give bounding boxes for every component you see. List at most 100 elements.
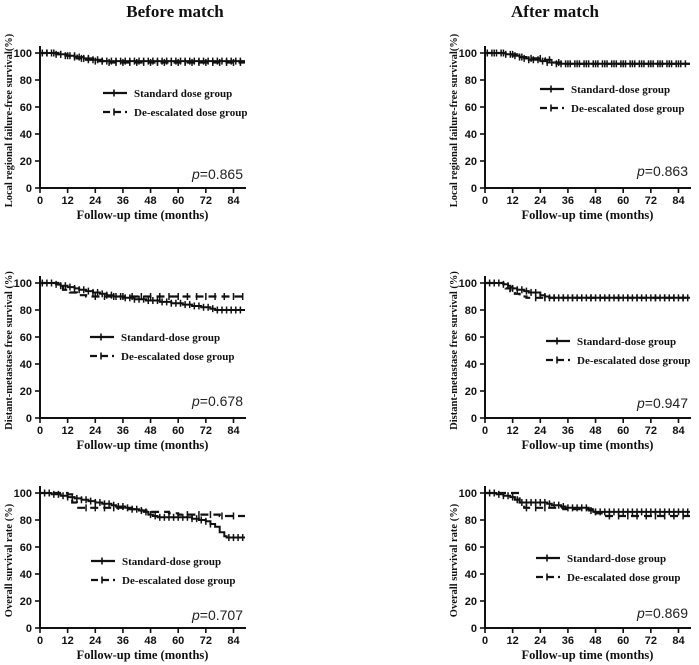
x-tick-label: 0 bbox=[482, 425, 488, 437]
y-tick-label: 100 bbox=[459, 48, 477, 60]
y-tick-label: 40 bbox=[465, 569, 477, 581]
x-axis-label: Follow-up time (months) bbox=[77, 208, 209, 222]
series-solid bbox=[40, 489, 245, 542]
y-tick-label: 80 bbox=[20, 75, 32, 87]
axes: 0 12 24 36 48 60 72 84 0 20 40 60 80 100 bbox=[459, 486, 691, 647]
y-tick-label: 20 bbox=[20, 386, 32, 398]
y-tick-label: 60 bbox=[465, 102, 477, 114]
y-tick-label: 100 bbox=[14, 48, 32, 60]
x-tick-label: 36 bbox=[117, 425, 129, 437]
x-tick-label: 84 bbox=[227, 425, 240, 437]
y-tick-label: 0 bbox=[26, 413, 32, 425]
y-tick-label: 40 bbox=[465, 359, 477, 371]
column-title-before-match: Before match bbox=[126, 2, 224, 21]
x-tick-label: 0 bbox=[37, 425, 43, 437]
x-tick-label: 36 bbox=[117, 635, 129, 647]
x-tick-label: 72 bbox=[645, 635, 657, 647]
y-tick-label: 0 bbox=[26, 623, 32, 635]
survival-curve bbox=[485, 281, 690, 299]
x-tick-label: 84 bbox=[227, 635, 240, 647]
axes: 0 12 24 36 48 60 72 84 0 20 40 60 80 100 bbox=[14, 46, 246, 207]
x-axis-label: Follow-up time (months) bbox=[522, 208, 654, 222]
axes: 0 12 24 36 48 60 72 84 0 20 40 60 80 100 bbox=[14, 276, 246, 437]
x-tick-label: 12 bbox=[507, 195, 519, 207]
series-dashed bbox=[40, 49, 245, 66]
y-tick-label: 80 bbox=[20, 305, 32, 317]
y-tick-label: 0 bbox=[471, 623, 477, 635]
p-value: p=0.707 bbox=[191, 607, 243, 623]
y-tick-label: 100 bbox=[14, 488, 32, 500]
x-tick-label: 36 bbox=[562, 195, 574, 207]
legend-label: De-escalated dose group bbox=[121, 351, 234, 363]
series-solid bbox=[40, 279, 245, 314]
x-tick-label: 72 bbox=[200, 195, 212, 207]
y-tick-label: 80 bbox=[465, 515, 477, 527]
y-tick-label: 20 bbox=[20, 156, 32, 168]
x-axis-label: Follow-up time (months) bbox=[77, 438, 209, 452]
y-tick-label: 60 bbox=[465, 542, 477, 554]
y-axis-label: Local regional failure-free survival(%) bbox=[4, 33, 15, 207]
y-tick-label: 20 bbox=[20, 596, 32, 608]
p-value: p=0.869 bbox=[636, 605, 688, 621]
y-tick-label: 60 bbox=[465, 332, 477, 344]
y-tick-label: 40 bbox=[20, 359, 32, 371]
legend-label: De-escalated dose group bbox=[134, 107, 247, 119]
y-axis-label: Distant-metastase free survival (%) bbox=[449, 271, 460, 430]
survival-curve bbox=[40, 52, 245, 63]
legend-label: Standard-dose group bbox=[121, 332, 220, 344]
p-value: p=0.863 bbox=[636, 163, 688, 179]
x-tick-label: 84 bbox=[672, 195, 685, 207]
x-tick-label: 12 bbox=[62, 425, 74, 437]
x-tick-label: 60 bbox=[617, 635, 629, 647]
y-tick-label: 0 bbox=[471, 183, 477, 195]
x-tick-label: 12 bbox=[507, 425, 519, 437]
y-axis-label: Distant-metastase free survival (%) bbox=[4, 271, 15, 430]
x-tick-label: 36 bbox=[117, 195, 129, 207]
y-axis-label: Overall survival rate (%) bbox=[449, 503, 460, 617]
x-tick-label: 36 bbox=[562, 425, 574, 437]
x-tick-label: 84 bbox=[227, 195, 240, 207]
x-tick-label: 72 bbox=[200, 425, 212, 437]
x-tick-label: 48 bbox=[144, 195, 156, 207]
y-tick-label: 80 bbox=[465, 75, 477, 87]
survival-curve bbox=[485, 492, 690, 513]
y-tick-label: 60 bbox=[20, 542, 32, 554]
y-tick-label: 40 bbox=[20, 569, 32, 581]
legend-label: Standard-dose group bbox=[122, 556, 221, 568]
x-tick-label: 48 bbox=[144, 635, 156, 647]
column-title-after-match: After match bbox=[511, 2, 599, 21]
x-tick-label: 60 bbox=[172, 635, 184, 647]
series-solid bbox=[40, 49, 245, 65]
x-tick-label: 72 bbox=[200, 635, 212, 647]
legend: Standard-dose group De-escalated dose gro… bbox=[91, 556, 235, 587]
x-tick-label: 24 bbox=[89, 195, 102, 207]
x-axis-label: Follow-up time (months) bbox=[522, 438, 654, 452]
x-tick-label: 48 bbox=[144, 425, 156, 437]
x-tick-label: 72 bbox=[645, 425, 657, 437]
y-tick-label: 40 bbox=[20, 129, 32, 141]
series-solid bbox=[485, 49, 690, 68]
km-plot-after-overall-survival-rate: 0 12 24 36 48 60 72 84 0 20 40 60 80 100 Overall survi… bbox=[449, 486, 691, 662]
x-tick-label: 0 bbox=[37, 635, 43, 647]
x-tick-label: 60 bbox=[617, 195, 629, 207]
x-tick-label: 60 bbox=[172, 425, 184, 437]
x-tick-label: 36 bbox=[562, 635, 574, 647]
x-tick-label: 24 bbox=[534, 195, 547, 207]
axes: 0 12 24 36 48 60 72 84 0 20 40 60 80 100 bbox=[14, 486, 246, 647]
x-tick-label: 0 bbox=[482, 195, 488, 207]
x-tick-label: 0 bbox=[37, 195, 43, 207]
legend-label: Standard-dose group bbox=[577, 336, 676, 348]
x-tick-label: 48 bbox=[589, 635, 601, 647]
km-plot-before-overall-survival-rate: 0 12 24 36 48 60 72 84 0 20 40 60 80 100 Overall survi… bbox=[4, 486, 246, 662]
legend-label: De-escalated dose group bbox=[571, 103, 684, 115]
survival-curve bbox=[485, 282, 690, 299]
y-tick-label: 0 bbox=[471, 413, 477, 425]
y-tick-label: 20 bbox=[465, 386, 477, 398]
legend: Standard-dose group De-escalated dose gro… bbox=[546, 336, 690, 367]
y-tick-label: 20 bbox=[465, 596, 477, 608]
x-tick-label: 24 bbox=[89, 425, 102, 437]
x-tick-label: 60 bbox=[172, 195, 184, 207]
